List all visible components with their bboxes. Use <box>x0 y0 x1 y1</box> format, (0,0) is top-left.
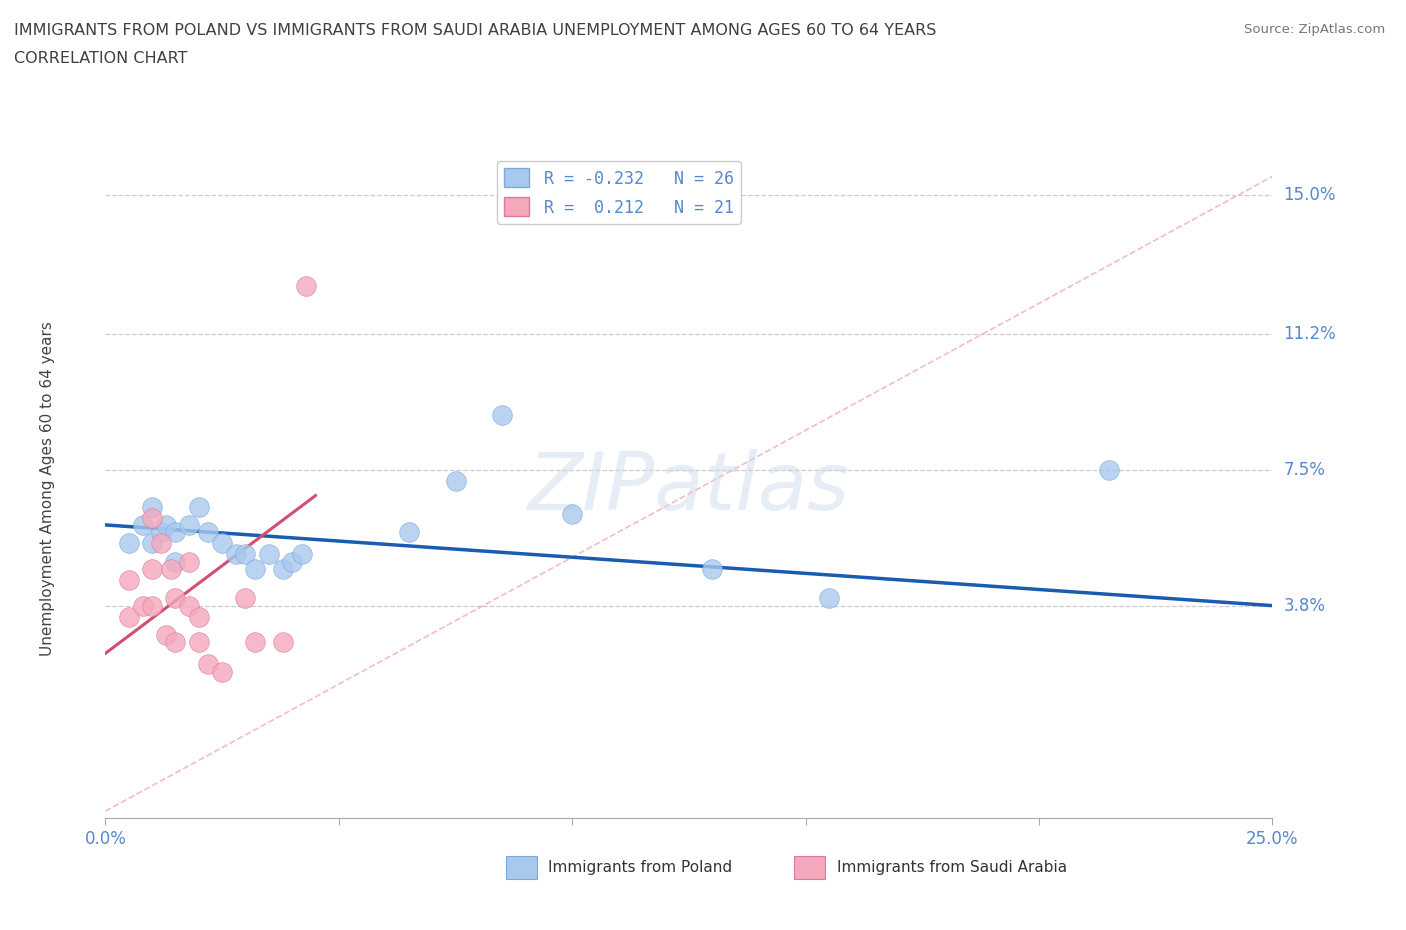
Text: 11.2%: 11.2% <box>1284 326 1336 343</box>
Point <box>235 591 257 605</box>
Text: Immigrants from Saudi Arabia: Immigrants from Saudi Arabia <box>837 859 1067 875</box>
Point <box>197 657 219 671</box>
Point <box>141 499 163 514</box>
Point <box>818 591 841 605</box>
Point <box>150 536 173 551</box>
Point <box>197 525 219 539</box>
Point <box>165 635 187 650</box>
Point <box>141 598 163 613</box>
Point <box>118 609 141 624</box>
Point <box>150 525 173 539</box>
Legend: R = -0.232   N = 26, R =  0.212   N = 21: R = -0.232 N = 26, R = 0.212 N = 21 <box>496 161 741 224</box>
Point <box>118 536 141 551</box>
Text: 3.8%: 3.8% <box>1284 597 1326 615</box>
Point <box>281 554 304 569</box>
Text: IMMIGRANTS FROM POLAND VS IMMIGRANTS FROM SAUDI ARABIA UNEMPLOYMENT AMONG AGES 6: IMMIGRANTS FROM POLAND VS IMMIGRANTS FRO… <box>14 23 936 38</box>
Point <box>141 511 163 525</box>
Text: 7.5%: 7.5% <box>1284 461 1326 479</box>
Point <box>179 598 201 613</box>
Point <box>179 554 201 569</box>
Text: Immigrants from Poland: Immigrants from Poland <box>548 859 733 875</box>
Point <box>271 562 294 577</box>
Point <box>165 591 187 605</box>
Point <box>179 517 201 532</box>
Point <box>561 507 583 522</box>
Point <box>290 547 312 562</box>
Point <box>398 525 420 539</box>
Point <box>1098 462 1121 477</box>
Text: Unemployment Among Ages 60 to 64 years: Unemployment Among Ages 60 to 64 years <box>39 321 55 656</box>
Point <box>295 279 318 294</box>
Point <box>118 573 141 588</box>
Text: 15.0%: 15.0% <box>1284 186 1336 204</box>
Point <box>271 635 294 650</box>
Point <box>187 635 209 650</box>
Point <box>187 499 209 514</box>
Point <box>155 628 177 643</box>
Point <box>211 664 233 679</box>
Text: ZIPatlas: ZIPatlas <box>527 449 851 527</box>
Point <box>165 525 187 539</box>
Point <box>444 473 467 488</box>
Point <box>132 598 155 613</box>
Point <box>243 635 266 650</box>
Point <box>155 517 177 532</box>
Point <box>141 536 163 551</box>
Point <box>702 562 724 577</box>
Point <box>491 407 513 422</box>
Point <box>225 547 247 562</box>
Point <box>235 547 257 562</box>
Point <box>141 562 163 577</box>
Text: Source: ZipAtlas.com: Source: ZipAtlas.com <box>1244 23 1385 36</box>
Point <box>187 609 209 624</box>
Point <box>132 517 155 532</box>
Text: CORRELATION CHART: CORRELATION CHART <box>14 51 187 66</box>
Point <box>257 547 280 562</box>
Point <box>165 554 187 569</box>
Point <box>159 562 181 577</box>
Point <box>211 536 233 551</box>
Point <box>243 562 266 577</box>
